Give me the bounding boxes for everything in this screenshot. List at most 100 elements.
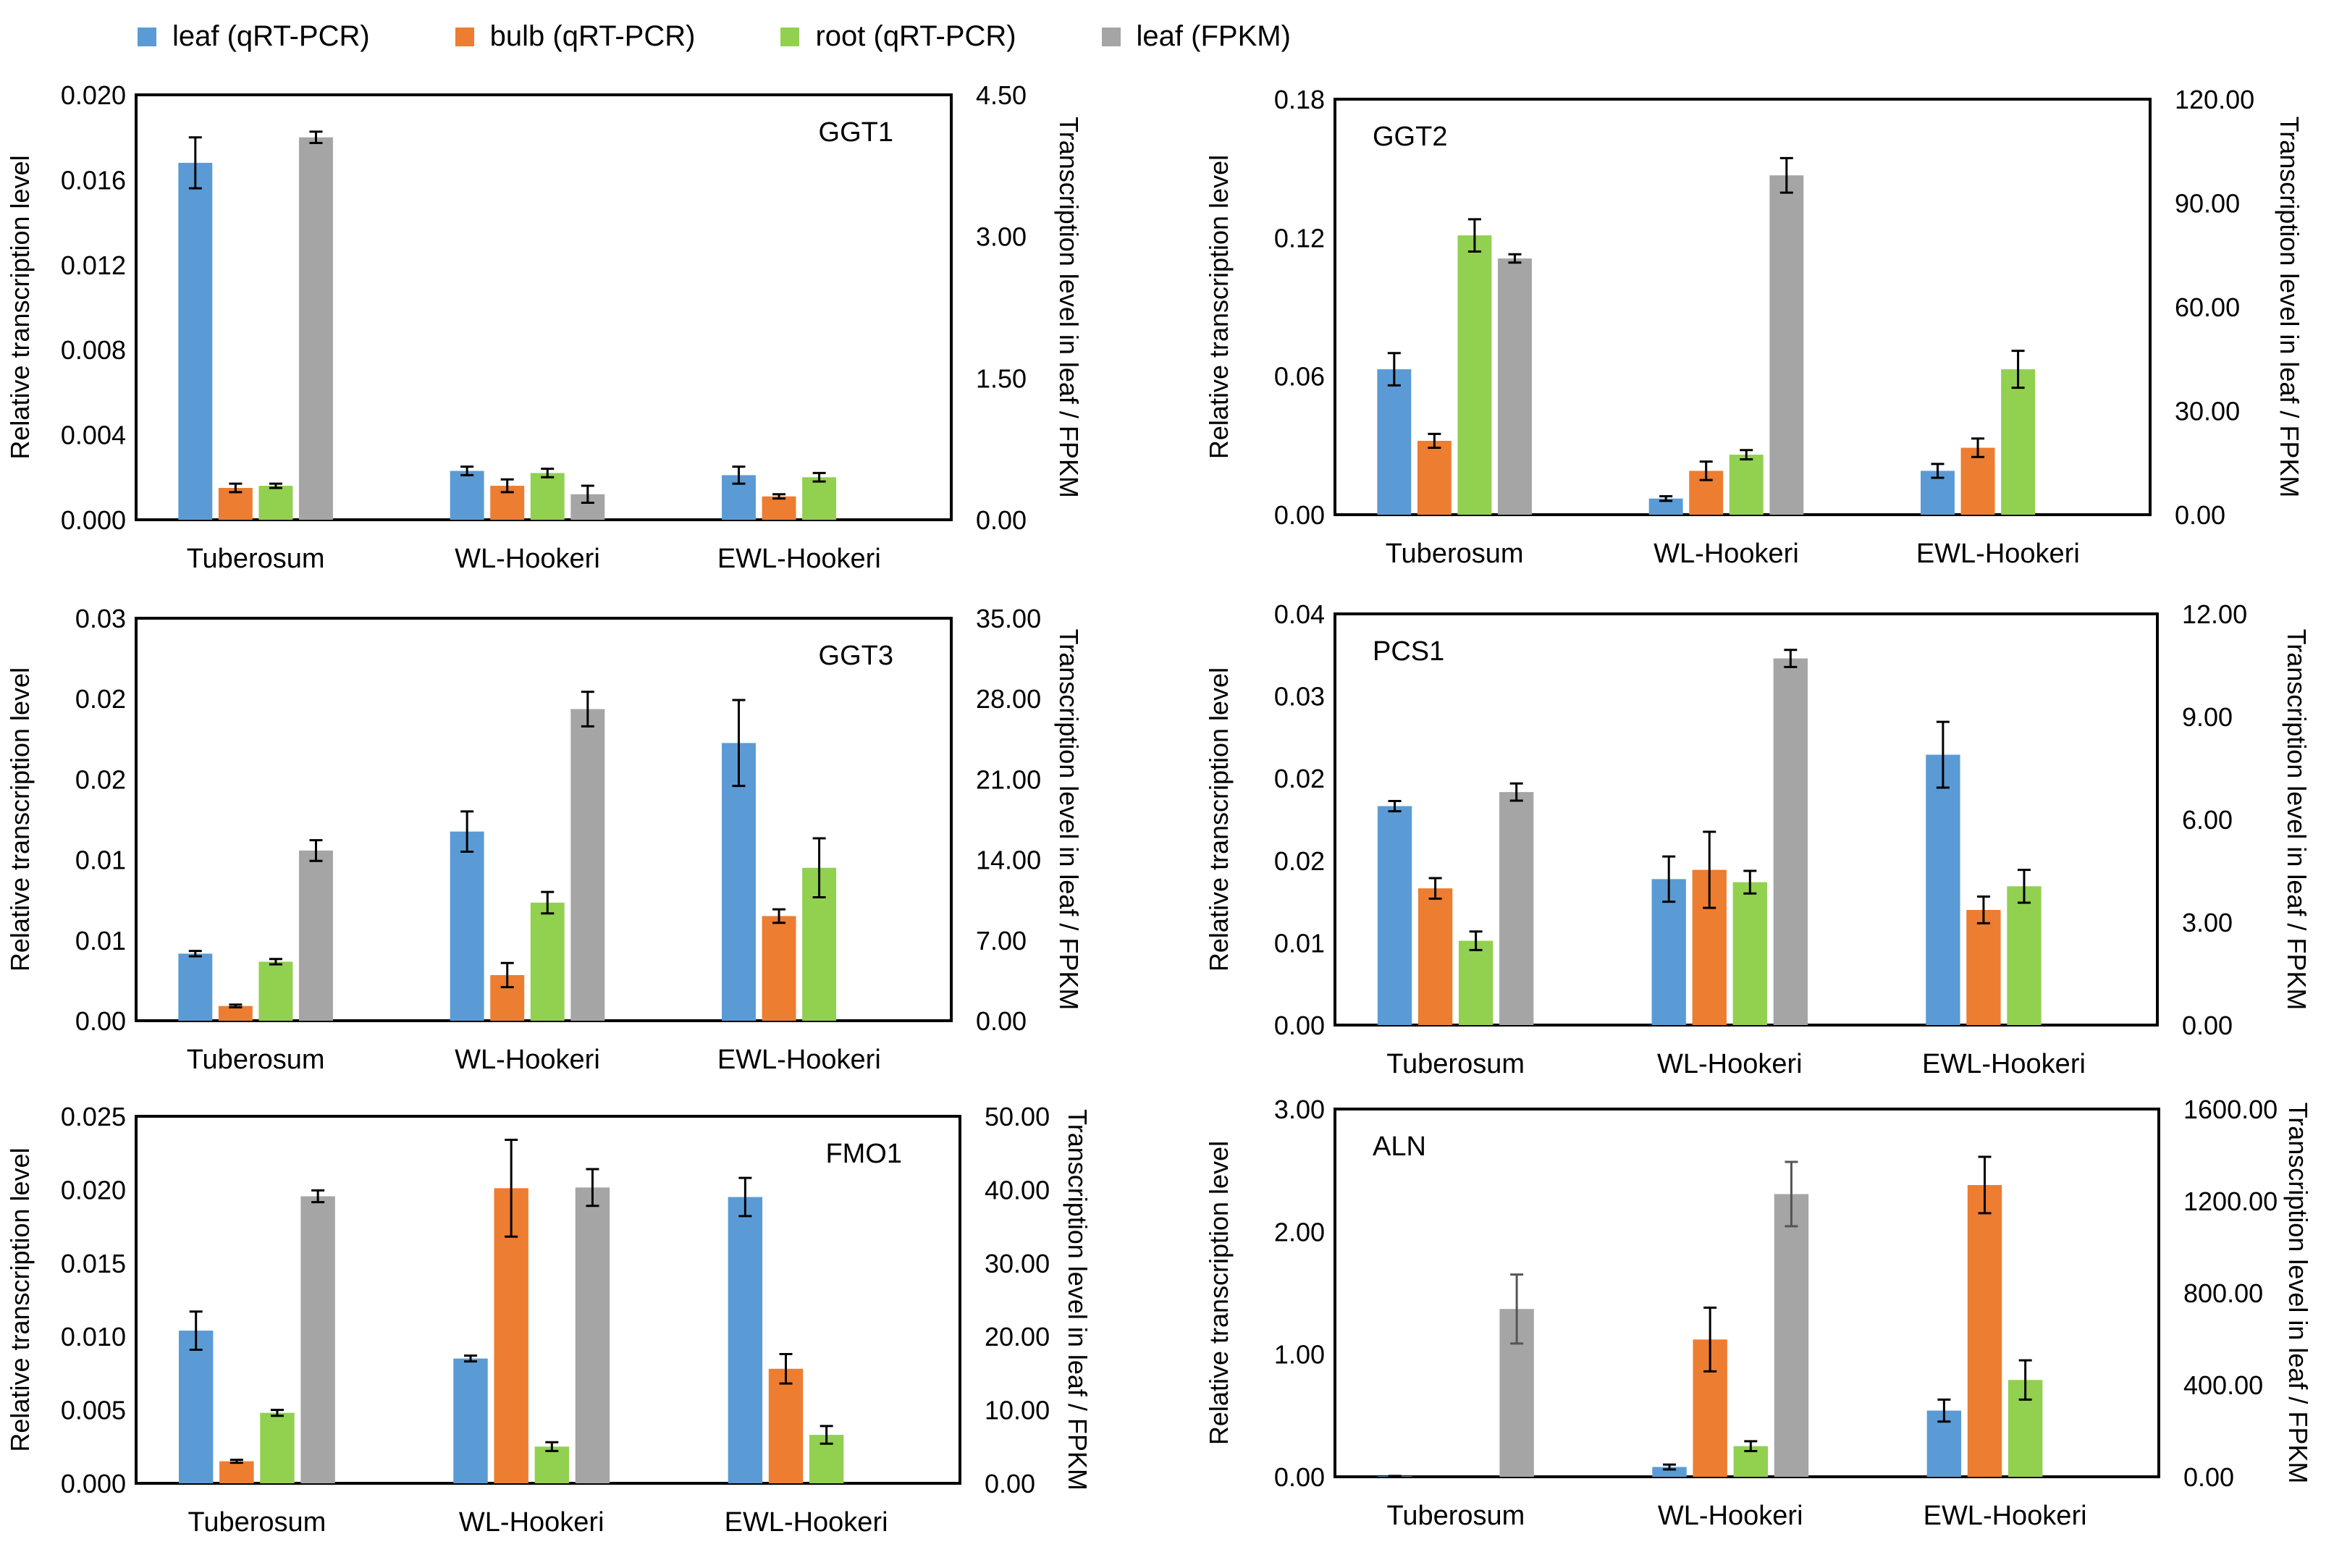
legend-label: leaf (qRT-PCR): [172, 20, 370, 52]
y-axis-label: Relative transcription level: [5, 667, 35, 971]
y2-tick-label: 1.50: [976, 363, 1027, 393]
bar: [453, 1358, 488, 1483]
y2-tick-label: 28.00: [976, 684, 1041, 714]
bar: [450, 831, 484, 1021]
y2-tick-label: 40.00: [985, 1175, 1050, 1205]
y-tick-label: 0.005: [61, 1396, 126, 1425]
bar: [258, 486, 293, 520]
legend-item-root-qrt-pcr: root (qRT-PCR): [780, 20, 1016, 53]
y-tick-label: 0.06: [1274, 362, 1325, 392]
y2-tick-label: 20.00: [985, 1322, 1050, 1352]
y2-tick-label: 12.00: [2182, 599, 2247, 629]
legend-label: leaf (FPKM): [1136, 20, 1291, 52]
x-tick-label: WL-Hookeri: [455, 1045, 600, 1075]
bar: [2001, 369, 2036, 515]
y-tick-label: 0.02: [75, 764, 126, 794]
y-tick-label: 0.02: [1274, 764, 1325, 793]
x-tick-label: EWL-Hookeri: [725, 1507, 888, 1538]
legend-swatch: [1101, 27, 1121, 46]
y2-axis-label: Transcription level in leaf / FPKM: [2283, 1103, 2313, 1484]
bar: [1729, 455, 1764, 515]
y-axis-label: Relative transcription level: [5, 155, 35, 459]
x-tick-label: EWL-Hookeri: [1916, 539, 2080, 569]
bar: [1926, 754, 1960, 1025]
y-tick-label: 2.00: [1274, 1217, 1325, 1247]
bar: [768, 1368, 804, 1483]
x-tick-label: EWL-Hookeri: [1922, 1049, 2086, 1079]
bar: [1967, 1184, 2002, 1477]
y2-tick-label: 50.00: [985, 1102, 1050, 1131]
legend-swatch: [780, 27, 800, 46]
y-tick-label: 0.02: [1274, 846, 1325, 876]
y-tick-label: 0.01: [1274, 928, 1325, 958]
bar: [1966, 909, 2001, 1025]
y-tick-label: 0.00: [75, 1006, 126, 1036]
x-tick-label: WL-Hookeri: [455, 544, 600, 574]
y-tick-label: 0.00: [1274, 1011, 1325, 1040]
y2-tick-label: 0.00: [976, 505, 1027, 535]
y2-tick-label: 1200.00: [2183, 1186, 2278, 1216]
y-tick-label: 0.025: [61, 1102, 126, 1131]
panel-title: PCS1: [1373, 636, 1444, 667]
plot-frame: [135, 93, 953, 521]
y-tick-label: 0.01: [75, 926, 126, 956]
bar: [1652, 1467, 1687, 1477]
chart-panel-fmo1: 0.000 0.005 0.010 0.015 0.020 0.025 0.00 10.00 2…: [5, 1102, 1092, 1538]
bar: [1457, 235, 1492, 515]
y-axis-label: Relative transcription level: [1204, 155, 1234, 459]
y2-tick-label: 3.00: [976, 222, 1027, 252]
bar: [802, 477, 837, 520]
bar: [299, 137, 333, 520]
bar: [299, 850, 333, 1021]
bar: [260, 1412, 295, 1483]
bar: [450, 471, 484, 520]
y2-tick-label: 6.00: [2182, 805, 2233, 835]
chart-panel-aln: 0.00 1.00 2.00 3.00 0.00 400.00 800.00 1200.00 1…: [1204, 1095, 2313, 1531]
bar: [178, 953, 213, 1021]
bar: [1498, 258, 1532, 515]
bar: [722, 743, 756, 1021]
bar: [300, 1196, 335, 1483]
chart-panel-ggt2: 0.00 0.06 0.12 0.18 0.00 30.00 60.00 90.00 120.0…: [1204, 85, 2304, 569]
x-tick-label: WL-Hookeri: [1657, 1049, 1803, 1079]
y2-tick-label: 0.00: [985, 1469, 1035, 1499]
y-tick-label: 0.015: [61, 1249, 126, 1278]
y2-tick-label: 9.00: [2182, 702, 2233, 732]
y2-axis-label: Transcription level in leaf / FPKM: [1054, 117, 1084, 498]
x-tick-label: EWL-Hookeri: [717, 544, 881, 574]
y-tick-label: 0.00: [1274, 1462, 1325, 1492]
y-tick-label: 0.04: [1274, 599, 1325, 629]
panel-title: ALN: [1373, 1131, 1426, 1162]
y2-tick-label: 4.50: [976, 80, 1027, 110]
y2-tick-label: 30.00: [985, 1249, 1050, 1278]
y-tick-label: 0.010: [61, 1322, 126, 1352]
bar: [1732, 882, 1767, 1025]
bar: [1773, 658, 1808, 1025]
y2-tick-label: 21.00: [976, 764, 1041, 794]
panel-title: GGT3: [819, 641, 893, 671]
y-tick-label: 0.03: [75, 604, 126, 633]
y2-tick-label: 10.00: [985, 1396, 1050, 1425]
chart-panel-pcs1: 0.00 0.01 0.02 0.02 0.03 0.04 0.00 3.00 6.00 9.00…: [1204, 599, 2312, 1079]
y2-tick-label: 0.00: [2175, 500, 2225, 530]
x-tick-label: Tuberosum: [187, 544, 325, 574]
bar: [178, 1331, 214, 1483]
bar: [728, 1197, 763, 1483]
y2-tick-label: 35.00: [976, 604, 1041, 633]
y2-axis-label: Transcription level in leaf / FPKM: [2282, 629, 2312, 1011]
x-tick-label: EWL-Hookeri: [1924, 1501, 2087, 1531]
x-tick-label: Tuberosum: [1386, 1049, 1525, 1079]
plot-frame: [135, 1115, 961, 1485]
y2-tick-label: 0.00: [2182, 1011, 2233, 1040]
y-axis-label: Relative transcription level: [5, 1147, 35, 1451]
bar: [2007, 886, 2042, 1025]
bar: [1417, 888, 1453, 1025]
panel-title: GGT1: [819, 117, 893, 148]
x-tick-label: WL-Hookeri: [1658, 1501, 1803, 1531]
y2-tick-label: 400.00: [2183, 1370, 2263, 1400]
bar: [1377, 806, 1412, 1025]
x-tick-label: WL-Hookeri: [1653, 539, 1799, 569]
panel-title: GGT2: [1373, 122, 1447, 152]
bar: [1458, 940, 1493, 1025]
x-tick-label: WL-Hookeri: [459, 1507, 604, 1538]
